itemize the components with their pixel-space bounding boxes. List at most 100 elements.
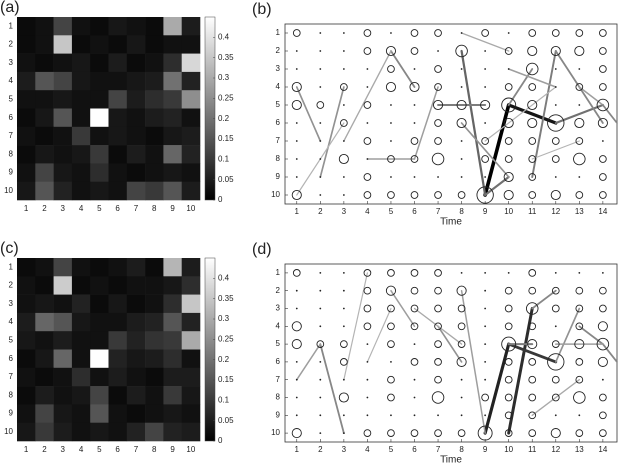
node xyxy=(460,396,463,399)
node xyxy=(342,194,345,196)
heat-cell xyxy=(163,145,182,164)
node xyxy=(342,414,345,417)
y-tick-label: 6 xyxy=(276,357,281,366)
node xyxy=(599,29,607,37)
heat-cell xyxy=(163,35,182,54)
heat-cell xyxy=(35,163,54,182)
node xyxy=(575,322,584,331)
node xyxy=(342,325,345,328)
node xyxy=(504,411,513,420)
edge xyxy=(578,325,604,346)
heat-cell xyxy=(145,90,164,109)
edge xyxy=(483,103,511,197)
heat-cell xyxy=(35,181,54,201)
node xyxy=(484,68,487,70)
heat-cell xyxy=(17,108,36,128)
node xyxy=(291,99,302,111)
x-tick-label: 13 xyxy=(575,445,584,454)
heat-cell xyxy=(35,367,54,387)
node xyxy=(481,155,489,163)
heat-cell xyxy=(163,181,182,201)
node xyxy=(366,122,369,124)
colorbar-tick-label: 0.4 xyxy=(218,273,230,282)
y-tick-label: 9 xyxy=(9,409,14,418)
heat-cell xyxy=(90,17,109,36)
edge xyxy=(601,104,618,124)
heat-cell xyxy=(17,17,36,36)
node xyxy=(366,361,369,363)
heat-cell xyxy=(181,53,201,73)
y-tick-label: 1 xyxy=(276,28,281,37)
heat-cell xyxy=(17,422,36,442)
heat-cell xyxy=(163,163,182,182)
node xyxy=(338,153,349,165)
heat-cell xyxy=(17,181,36,201)
node xyxy=(390,140,392,142)
heat-cell xyxy=(126,126,146,146)
heat-cell xyxy=(90,404,109,423)
node xyxy=(363,269,372,277)
node xyxy=(599,173,607,181)
heat-cell xyxy=(181,386,201,405)
node xyxy=(366,86,369,88)
heat-cell xyxy=(17,294,36,314)
colorbar-tick-label: 0.2 xyxy=(218,355,230,364)
node xyxy=(387,429,395,437)
node xyxy=(528,375,537,384)
heat-cell xyxy=(145,126,164,146)
node xyxy=(484,307,487,310)
heat-cell xyxy=(181,404,201,423)
heat-cell xyxy=(35,276,54,295)
x-tick-label: 10 xyxy=(504,207,513,216)
heat-cell xyxy=(71,35,91,54)
node xyxy=(480,99,491,111)
heat-cell xyxy=(53,349,73,369)
node xyxy=(291,339,302,350)
node xyxy=(527,99,538,111)
x-tick-label: 9 xyxy=(170,445,175,454)
heat-cell xyxy=(71,422,91,442)
node xyxy=(410,269,419,277)
node xyxy=(363,137,372,145)
heat-cell xyxy=(90,90,109,109)
node xyxy=(528,429,537,437)
node xyxy=(574,45,585,57)
heat-cell xyxy=(17,163,36,182)
node xyxy=(413,343,416,345)
x-tick-label: 3 xyxy=(61,445,66,454)
x-tick-label: 11 xyxy=(528,207,537,216)
node xyxy=(319,361,322,363)
heat-cell xyxy=(145,181,164,201)
heat-cell xyxy=(35,71,54,91)
node xyxy=(340,83,348,91)
node xyxy=(295,50,298,52)
x-tick-label: 2 xyxy=(42,204,47,213)
colorbar-tick-label: 0 xyxy=(218,195,223,204)
node xyxy=(434,286,442,295)
colorbar-tick-label: 0.3 xyxy=(218,314,230,323)
node xyxy=(319,432,322,434)
node xyxy=(319,194,322,196)
node xyxy=(484,343,487,345)
heat-cell xyxy=(145,276,164,295)
x-tick-label: 6 xyxy=(412,207,417,216)
node xyxy=(457,429,466,437)
node xyxy=(363,286,372,295)
heat-cell xyxy=(53,258,73,277)
x-tick-label: 5 xyxy=(389,207,394,216)
node xyxy=(295,307,298,310)
heat-cell xyxy=(126,331,146,350)
node xyxy=(434,358,442,366)
heat-cell xyxy=(108,276,128,295)
node xyxy=(460,158,463,160)
node xyxy=(551,393,560,402)
heat-cell xyxy=(181,163,201,182)
x-tick-label: 10 xyxy=(186,445,195,454)
node xyxy=(295,361,298,363)
node xyxy=(575,358,584,366)
heat-cell xyxy=(126,53,146,73)
edge xyxy=(554,103,604,125)
node xyxy=(295,414,298,417)
y-tick-label: 10 xyxy=(271,190,280,199)
heat-cell xyxy=(163,331,182,350)
